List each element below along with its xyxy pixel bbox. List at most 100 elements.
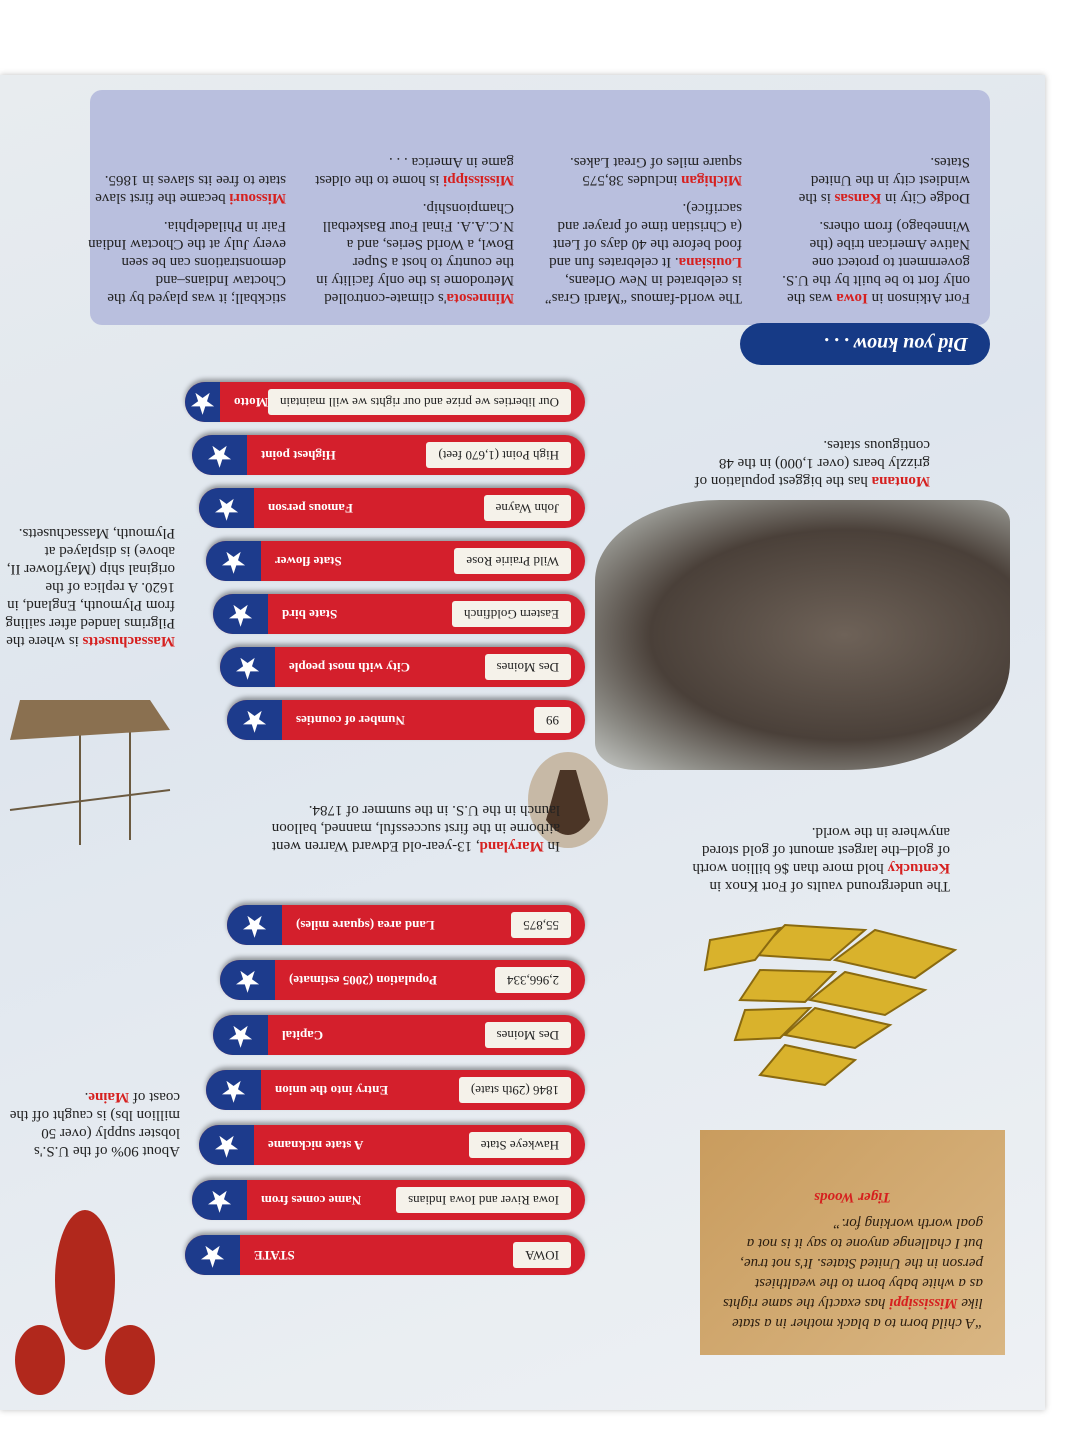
did-you-know-fact: Minnesota's climate-controlled Metrodome… [314, 199, 514, 307]
state-name: Kansas [834, 190, 882, 206]
fact-value: John Wayne [483, 495, 571, 521]
state-name: Mississippi [889, 1295, 958, 1311]
fact-bar: Wild Prairie Rose State flower ★ [206, 541, 585, 581]
fact-label: STATE [254, 1248, 295, 1263]
fact-bar: John Wayne Famous person ★ [199, 488, 585, 528]
fact-bar: 99 Number of counties ★ [227, 700, 585, 740]
star-icon: ★ [220, 647, 275, 687]
fact-text: The underground vaults of Fort Knox in [709, 878, 950, 894]
fact-value: Hawkeye State [468, 1132, 571, 1158]
maine-fact: About 90% of the U.S.'s lobster supply (… [0, 1088, 180, 1160]
fact-label: State bird [282, 607, 338, 622]
fact-text: Dodge City in [881, 190, 970, 206]
fact-label: City with most people [289, 660, 410, 675]
fact-value: 1846 (29th state) [458, 1077, 571, 1103]
fact-label: Capital [282, 1028, 324, 1043]
fact-value: IOWA [513, 1242, 571, 1268]
fact-bar: Eastern Goldfinch State bird ★ [213, 594, 585, 634]
state-name: Michigan [681, 172, 742, 188]
fact-text: Fort Atkinson in [867, 290, 970, 306]
hot-air-balloon-image [528, 752, 608, 848]
fact-value: Des Moines [484, 654, 571, 680]
quote-author: Tiger Woods [814, 1189, 891, 1205]
star-icon: ★ [185, 1235, 240, 1275]
state-name: Iowa [836, 290, 868, 306]
fact-text: . [84, 1089, 89, 1105]
fact-bar: 55,875 Land area (square miles) ★ [227, 905, 585, 945]
fact-value: High Point (1,670 feet) [426, 442, 571, 468]
massachusetts-fact: Massachusetts is where the Pilgrims land… [0, 524, 175, 650]
state-name: Missouri [229, 190, 286, 206]
fact-value: Our liberties we prize and our rights we… [267, 389, 571, 415]
star-icon: ★ [213, 1015, 268, 1055]
fact-bar: Hawkeye State A state nickname ★ [199, 1125, 585, 1165]
did-you-know-column: Fort Atkinson in Iowa was the only fort … [770, 108, 970, 307]
did-you-know-fact: Missouri became the first slave state to… [86, 171, 286, 207]
fact-label: State flower [275, 554, 342, 569]
fact-label: Land area (square miles) [296, 918, 435, 933]
fact-value: 99 [534, 707, 571, 733]
star-icon: ★ [206, 541, 261, 581]
did-you-know-heading: Did you know . . . [740, 323, 990, 365]
did-you-know-fact: The world-famous “Mardi Gras” is celebra… [542, 199, 742, 307]
kentucky-fact: The underground vaults of Fort Knox in K… [685, 823, 951, 895]
star-icon: ★ [206, 1070, 261, 1110]
grizzly-bear-photo [595, 500, 1010, 770]
fact-value: Wild Prairie Rose [454, 548, 571, 574]
fact-value: Des Moines [484, 1022, 571, 1048]
fact-label: Highest point [261, 448, 336, 463]
did-you-know-fact: Michigan includes 38,575 square miles of… [542, 153, 742, 189]
fact-label: Name comes from [261, 1193, 362, 1208]
fact-bar: Des Moines Capital ★ [213, 1015, 585, 1055]
state-name: Mississippi [443, 172, 514, 188]
did-you-know-panel: Fort Atkinson in Iowa was the only fort … [88, 90, 990, 325]
maryland-fact: In Maryland, 13-year-old Edward Warren w… [230, 801, 560, 855]
star-icon: ★ [192, 1180, 247, 1220]
did-you-know-fact: Dodge City in Kansas is the windiest cit… [770, 153, 970, 207]
state-name: Montana [871, 473, 930, 489]
star-icon: ★ [199, 488, 254, 528]
star-icon: ★ [227, 700, 282, 740]
fact-bar: 2,966,334 Population (2005 estimate) ★ [220, 960, 585, 1000]
did-you-know-fact: stickball; it was played by the Choctaw … [86, 217, 286, 307]
fact-value: 55,875 [511, 912, 571, 938]
fact-value: Iowa River and Iowa Indians [396, 1187, 571, 1213]
mayflower-ship-image [9, 700, 171, 845]
fact-label: Population (2005 estimate) [289, 973, 438, 988]
lobster-image [15, 1210, 155, 1395]
fact-label: A state nickname [268, 1138, 364, 1153]
fact-bar: Our liberties we prize and our rights we… [185, 382, 585, 422]
did-you-know-fact: Fort Atkinson in Iowa was the only fort … [770, 217, 970, 307]
fact-label: Entry into the union [275, 1083, 389, 1098]
fact-bar: IOWA STATE ★ [185, 1235, 585, 1275]
fact-bar: High Point (1,670 feet) Highest point ★ [192, 435, 585, 475]
fact-bar: 1846 (29th state) Entry into the union ★ [206, 1070, 585, 1110]
tiger-woods-quote: “A child born to a black mother in a sta… [700, 1130, 1005, 1355]
gold-bars-image [703, 923, 958, 1087]
state-name: Kentucky [887, 860, 950, 876]
did-you-know-column: stickball; it was played by the Choctaw … [86, 108, 286, 307]
star-icon: ★ [227, 905, 282, 945]
fact-label: Famous person [268, 501, 353, 516]
did-you-know-fact: Mississippi is home to the oldest game i… [314, 153, 514, 189]
fact-label: Motto [234, 395, 268, 410]
fact-value: 2,966,334 [495, 967, 571, 993]
did-you-know-column: Minnesota's climate-controlled Metrodome… [314, 108, 514, 307]
star-icon: ★ [192, 435, 247, 475]
state-name: Massachusetts [82, 633, 176, 649]
did-you-know-column: The world-famous “Mardi Gras” is celebra… [542, 108, 742, 307]
star-icon: ★ [220, 960, 275, 1000]
state-name: Minnesota [446, 290, 515, 306]
montana-fact: Montana has the biggest population of gr… [660, 436, 930, 490]
fact-text: is where the Pilgrims landed after saili… [5, 525, 175, 649]
fact-text: stickball; it was played by the Choctaw … [88, 218, 286, 306]
fact-bar: Des Moines City with most people ★ [220, 647, 585, 687]
fact-value: Eastern Goldfinch [452, 601, 571, 627]
state-name: Maine [88, 1089, 130, 1105]
star-icon: ★ [199, 1125, 254, 1165]
fact-bar: Iowa River and Iowa Indians Name comes fr… [192, 1180, 585, 1220]
book-page: “A child born to a black mother in a sta… [0, 75, 1045, 1410]
fact-text: The world-famous “Mardi Gras” is celebra… [544, 272, 742, 306]
fact-label: Number of counties [296, 713, 405, 728]
